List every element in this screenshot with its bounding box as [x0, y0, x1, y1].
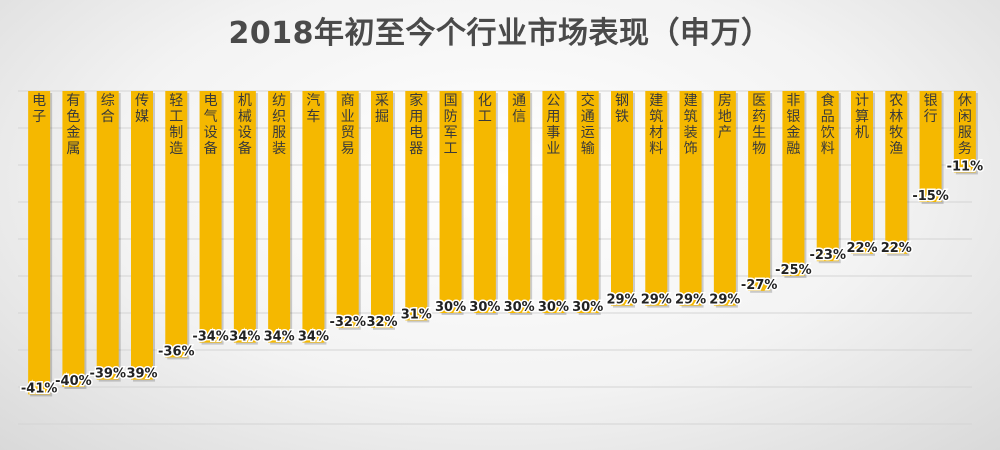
value-label: -27%: [741, 278, 778, 293]
bar: [851, 91, 873, 254]
bar: [336, 91, 359, 328]
bar: [611, 91, 633, 306]
value-label: 39%: [126, 367, 157, 382]
category-label: 机械设备: [238, 93, 252, 157]
value-label: 30%: [538, 300, 569, 315]
bar: [131, 91, 153, 380]
category-label: 通信: [512, 93, 526, 125]
category-label: 计算机: [855, 93, 869, 141]
value-label: -41%: [21, 381, 58, 396]
bar: [439, 91, 462, 313]
value-label: 29%: [641, 293, 672, 308]
value-label: -11%: [947, 159, 984, 174]
value-label: 22%: [846, 241, 877, 256]
bar: [679, 91, 702, 306]
bar: [28, 91, 51, 395]
bar: [405, 91, 428, 321]
bar: [268, 91, 291, 343]
value-label: 29%: [709, 293, 740, 308]
category-label: 有色金属: [66, 93, 80, 157]
category-label: 综合: [101, 93, 115, 125]
value-label: -40%: [55, 374, 92, 389]
value-label: 22%: [881, 241, 912, 256]
bar: [748, 91, 771, 291]
value-label: 29%: [606, 293, 637, 308]
bars: [28, 91, 978, 397]
value-label: -36%: [158, 344, 195, 359]
bar: [199, 91, 222, 343]
category-label: 传媒: [135, 93, 149, 125]
category-label: 电气设备: [204, 93, 218, 157]
category-label: 建筑材料: [649, 93, 663, 157]
bar: [919, 91, 942, 202]
bar: [576, 91, 599, 313]
bar: [96, 91, 119, 380]
category-label: 非银金融: [786, 93, 800, 157]
category-label: 纺织服装: [272, 93, 286, 157]
bar: [233, 91, 256, 343]
bar: [371, 91, 393, 328]
bar: [165, 91, 188, 358]
bar: [782, 91, 805, 276]
bar: [953, 91, 976, 173]
category-label: 建筑装饰: [684, 93, 698, 157]
bar: [645, 91, 668, 306]
category-label: 钢铁: [615, 93, 629, 125]
bar: [508, 91, 531, 313]
bar: [713, 91, 736, 306]
category-label: 电子: [32, 93, 46, 125]
value-label: -39%: [89, 367, 126, 382]
value-label: 29%: [675, 293, 706, 308]
category-label: 医药生物: [752, 93, 766, 157]
category-label: 家用电器: [409, 92, 423, 157]
value-label: -23%: [809, 248, 846, 263]
value-label: 30%: [469, 300, 500, 315]
bar: [816, 91, 839, 262]
value-label: -34%: [192, 330, 229, 345]
value-label: -32%: [329, 315, 366, 330]
value-label: 34%: [298, 330, 329, 345]
category-label: 银行: [924, 93, 938, 125]
bar: [302, 91, 325, 343]
value-label: 30%: [435, 300, 466, 315]
category-label: 国防军工: [444, 93, 458, 157]
chart-title: 2018年初至今个行业市场表现（申万）: [228, 16, 772, 51]
bar: [885, 91, 908, 254]
category-label: 交通运输: [581, 92, 595, 157]
category-label: 商业贸易: [341, 93, 355, 157]
value-label: 30%: [504, 300, 535, 315]
category-label: 采掘: [375, 93, 389, 125]
value-label: 30%: [572, 300, 603, 315]
bar: [542, 91, 565, 313]
category-label: 化工: [478, 93, 492, 125]
value-label: 32%: [366, 315, 397, 330]
bar: [62, 91, 85, 387]
category-label: 公用事业: [546, 93, 560, 157]
category-label: 汽车: [306, 93, 320, 125]
bar: [473, 91, 496, 313]
value-label: 34%: [229, 330, 260, 345]
category-label: 食品饮料: [821, 92, 835, 157]
value-label: -25%: [775, 263, 812, 278]
category-label: 休闲服务: [958, 93, 972, 157]
value-labels: -41%-40%-39% 39%-36%-34% 34% 34% 34%-32% 32% 3…: [19, 158, 984, 398]
category-label: 农林牧渔: [889, 93, 903, 157]
value-label: 34%: [264, 330, 295, 345]
category-label: 房地产: [718, 93, 732, 141]
value-label: -15%: [912, 189, 949, 204]
value-label: 31%: [401, 307, 432, 322]
category-label: 轻工制造: [169, 93, 183, 157]
